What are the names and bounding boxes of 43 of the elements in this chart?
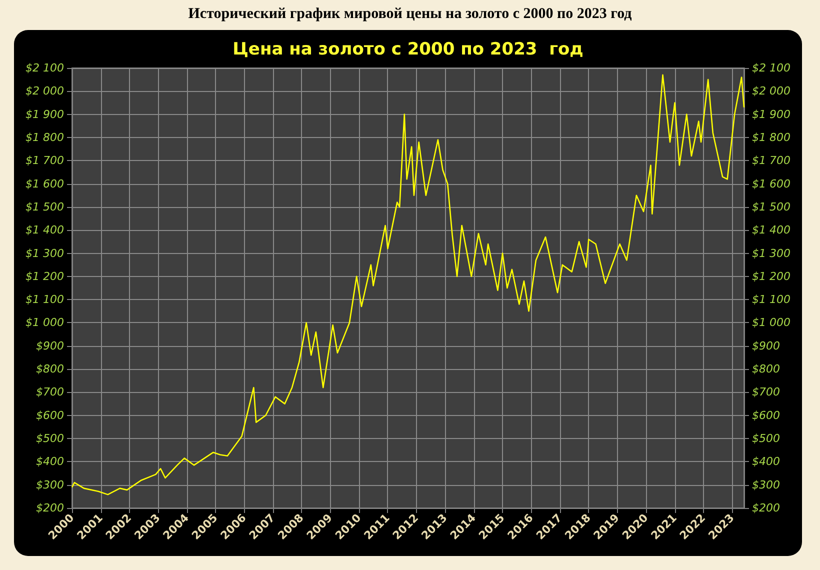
y-tick-label: $1 800 <box>26 130 64 144</box>
y-tick-label: $500 <box>36 432 64 446</box>
y2-tick-label: $1 600 <box>752 177 790 190</box>
y2-tick-label: $500 <box>752 432 780 446</box>
y2-tick-label: $1 300 <box>752 246 790 260</box>
y-tick-label: $800 <box>36 362 64 376</box>
y2-tick-label: $300 <box>752 478 780 492</box>
y-tick-label: $1 900 <box>26 108 64 121</box>
y2-tick-label: $800 <box>752 362 780 376</box>
line-series <box>71 74 745 496</box>
chart-subtitle: Цена на золото с 2000 по 2023 год <box>232 40 584 60</box>
y-tick-label: $300 <box>36 478 64 492</box>
y-tick-label: $400 <box>36 455 64 468</box>
y2-tick-label: $2 000 <box>752 84 790 98</box>
y2-tick-label: $1 200 <box>752 270 790 283</box>
y-tick-label: $200 <box>36 502 64 514</box>
y-tick-label: $1 600 <box>26 177 64 190</box>
y-tick-label: $900 <box>36 339 64 352</box>
y-tick-label: $600 <box>36 408 64 422</box>
y2-tick-label: $600 <box>752 408 780 422</box>
y-tick-label: $1 100 <box>26 293 64 306</box>
y2-tick-label: $1 100 <box>752 293 790 306</box>
y2-tick-label: $1 800 <box>752 130 790 144</box>
y-tick-label: $2 000 <box>26 84 64 98</box>
y2-tick-label: $1 400 <box>752 224 790 237</box>
y-tick-label: $1 500 <box>26 200 64 214</box>
y-tick-label: $1 300 <box>26 246 64 260</box>
y2-tick-label: $1 900 <box>752 108 790 121</box>
y2-tick-label: $2 100 <box>752 62 790 74</box>
y2-tick-label: $900 <box>752 339 780 352</box>
y-tick-label: $700 <box>36 386 64 399</box>
y-tick-label: $1 400 <box>26 224 64 237</box>
y2-tick-label: $1 700 <box>752 154 790 168</box>
y-tick-label: $1 200 <box>26 270 64 283</box>
y-tick-label: $1 000 <box>26 316 64 330</box>
y2-tick-label: $400 <box>752 455 780 468</box>
y2-tick-label: $1 500 <box>752 200 790 214</box>
chart-title: Исторический график мировой цены на золото с 2000 по 2023 год <box>187 6 633 23</box>
y-tick-label: $2 100 <box>26 62 64 74</box>
y-tick-label: $1 700 <box>26 154 64 168</box>
y2-tick-label: $200 <box>752 502 780 514</box>
y2-tick-label: $1 000 <box>752 316 790 330</box>
y2-tick-label: $700 <box>752 386 780 399</box>
